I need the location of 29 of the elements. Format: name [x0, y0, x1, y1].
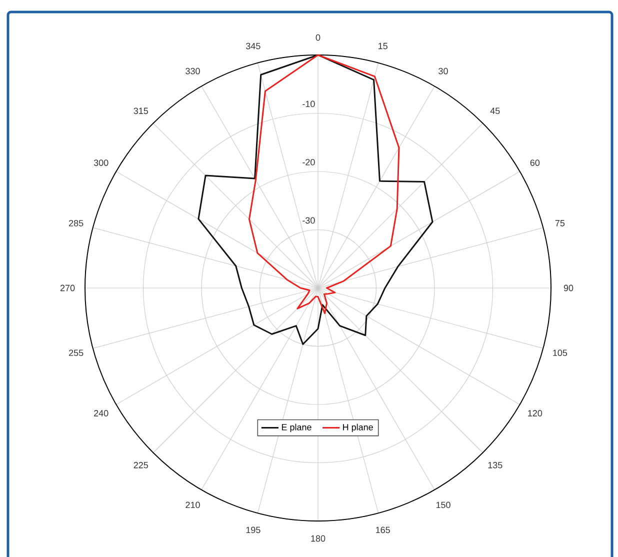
spoke-label: 30	[438, 68, 448, 74]
spoke-label: 210	[186, 502, 200, 508]
spoke-label: 0	[316, 34, 320, 41]
legend-label: H plane	[343, 424, 373, 432]
spoke-label: 330	[186, 68, 200, 74]
spoke-label: 270	[60, 284, 75, 292]
spoke-label: 60	[530, 160, 540, 166]
spoke-label: 195	[246, 526, 260, 534]
spoke-label: 105	[553, 350, 568, 356]
spoke-label: 150	[436, 502, 450, 508]
y-tick-label: -30	[302, 217, 315, 224]
spoke-label: 315	[134, 108, 148, 114]
spoke-label: 165	[376, 526, 390, 534]
spoke-label: 45	[490, 108, 500, 114]
spoke-label: 135	[488, 462, 502, 468]
spoke-label: 120	[528, 410, 542, 416]
spoke-label: 75	[555, 220, 565, 226]
y-tick-label: -10	[302, 100, 315, 108]
legend-label: E plane	[282, 424, 312, 432]
spoke-label: 90	[564, 284, 574, 292]
spoke-label: 15	[378, 42, 388, 50]
spoke-label: 255	[69, 350, 84, 356]
spoke-label: 300	[94, 160, 108, 166]
spoke-label: 180	[311, 535, 326, 542]
spoke-label: 225	[134, 462, 148, 468]
spoke-label: 285	[69, 220, 84, 226]
y-tick-label: -20	[302, 158, 315, 166]
spoke-label: 345	[246, 42, 260, 50]
spoke-label: 240	[94, 410, 108, 416]
